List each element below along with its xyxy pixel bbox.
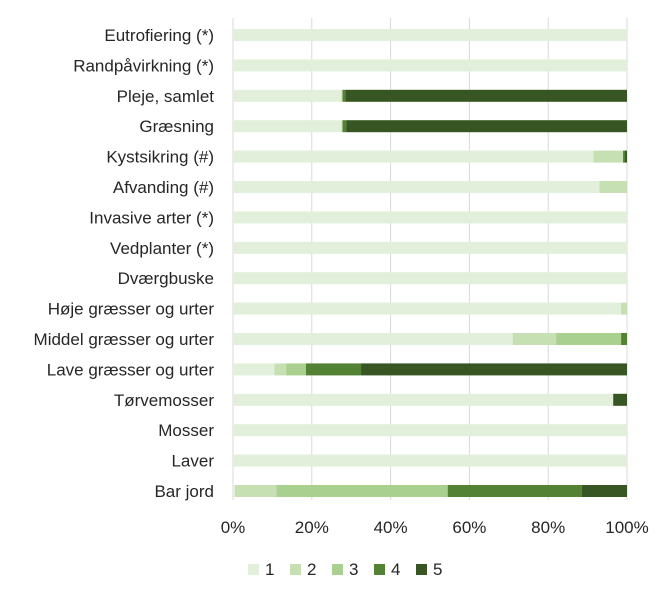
bars — [233, 29, 627, 497]
category-label: Pleje, samlet — [117, 87, 215, 106]
bar-segment-1 — [233, 89, 342, 102]
bar-segment-3 — [556, 333, 622, 345]
category-label: Vedplanter (*) — [110, 239, 214, 258]
category-label: Høje græsser og urter — [48, 300, 215, 319]
category-label: Lave græsser og urter — [47, 360, 215, 379]
bar-segment-1 — [233, 59, 627, 72]
bar-segment-1 — [233, 302, 622, 315]
category-label: Afvanding (#) — [113, 178, 214, 197]
bar-segment-4 — [621, 333, 627, 345]
bar-segment-2 — [621, 302, 627, 315]
bar-segment-1 — [233, 424, 627, 437]
bar-segment-4 — [623, 150, 626, 163]
bar-segment-1 — [233, 272, 627, 285]
bar-segment-4 — [447, 485, 582, 497]
bar-segment-1 — [233, 120, 342, 133]
x-tick-label: 40% — [374, 518, 408, 537]
bar-segment-1 — [233, 211, 627, 224]
bar-segment-1 — [233, 363, 275, 376]
category-label: Mosser — [158, 421, 214, 440]
legend-label: 1 — [265, 560, 274, 579]
category-label: Invasive arter (*) — [89, 208, 214, 227]
bar-segment-5 — [346, 120, 627, 133]
x-tick-label: 100% — [605, 518, 648, 537]
bar-segment-2 — [274, 363, 287, 376]
bar-segment-4 — [342, 120, 347, 133]
category-label: Græsning — [139, 117, 214, 136]
x-tick-label: 80% — [531, 518, 565, 537]
category-labels: Eutrofiering (*) Randpåvirkning (*) Pleje,… — [34, 26, 215, 501]
bar-segment-1 — [233, 333, 513, 345]
bar-segment-5 — [613, 393, 627, 406]
bar-segment-3 — [286, 363, 306, 376]
legend-label: 5 — [433, 560, 442, 579]
legend-label: 2 — [307, 560, 316, 579]
bar-segment-5 — [345, 89, 627, 102]
bar-segment-1 — [233, 29, 627, 41]
category-label: Kystsikring (#) — [106, 148, 214, 167]
x-tick-label: 60% — [452, 518, 486, 537]
bar-segment-3 — [276, 485, 448, 497]
bar-segment-2 — [512, 333, 557, 345]
bar-segment-5 — [625, 150, 627, 163]
category-label: Dværgbuske — [118, 269, 214, 288]
bar-segment-5 — [361, 363, 627, 376]
category-label: Middel græsser og urter — [34, 330, 215, 349]
legend-swatch-1 — [248, 564, 259, 575]
bar-segment-1 — [233, 393, 614, 406]
bar-segment-1 — [233, 485, 235, 497]
bar-segment-5 — [581, 485, 627, 497]
legend-swatch-3 — [332, 564, 343, 575]
category-label: Bar jord — [154, 482, 214, 501]
x-tick-label: 20% — [295, 518, 329, 537]
category-label: Tørvemosser — [114, 391, 214, 410]
x-axis-tick-labels: 0% 20% 40% 60% 80% 100% — [221, 518, 649, 537]
bar-segment-4 — [305, 363, 362, 376]
legend-swatch-2 — [290, 564, 301, 575]
bar-segment-2 — [341, 89, 343, 102]
x-tick-label: 0% — [221, 518, 246, 537]
category-label: Randpåvirkning (*) — [73, 56, 214, 75]
bar-segment-2 — [234, 485, 277, 497]
bar-segment-2 — [593, 150, 624, 163]
legend-swatch-5 — [416, 564, 427, 575]
bar-segment-1 — [233, 181, 600, 193]
bar-segment-4 — [342, 89, 346, 102]
bar-segment-1 — [233, 454, 627, 467]
legend-label: 4 — [391, 560, 400, 579]
bar-segment-2 — [341, 120, 343, 133]
legend-swatch-4 — [374, 564, 385, 575]
legend-label: 3 — [349, 560, 358, 579]
category-label: Eutrofiering (*) — [104, 26, 214, 45]
bar-segment-1 — [233, 241, 627, 254]
category-label: Laver — [171, 452, 214, 471]
bar-segment-1 — [233, 150, 594, 163]
legend: 1 2 3 4 5 — [248, 560, 442, 579]
bar-segment-2 — [599, 181, 627, 193]
